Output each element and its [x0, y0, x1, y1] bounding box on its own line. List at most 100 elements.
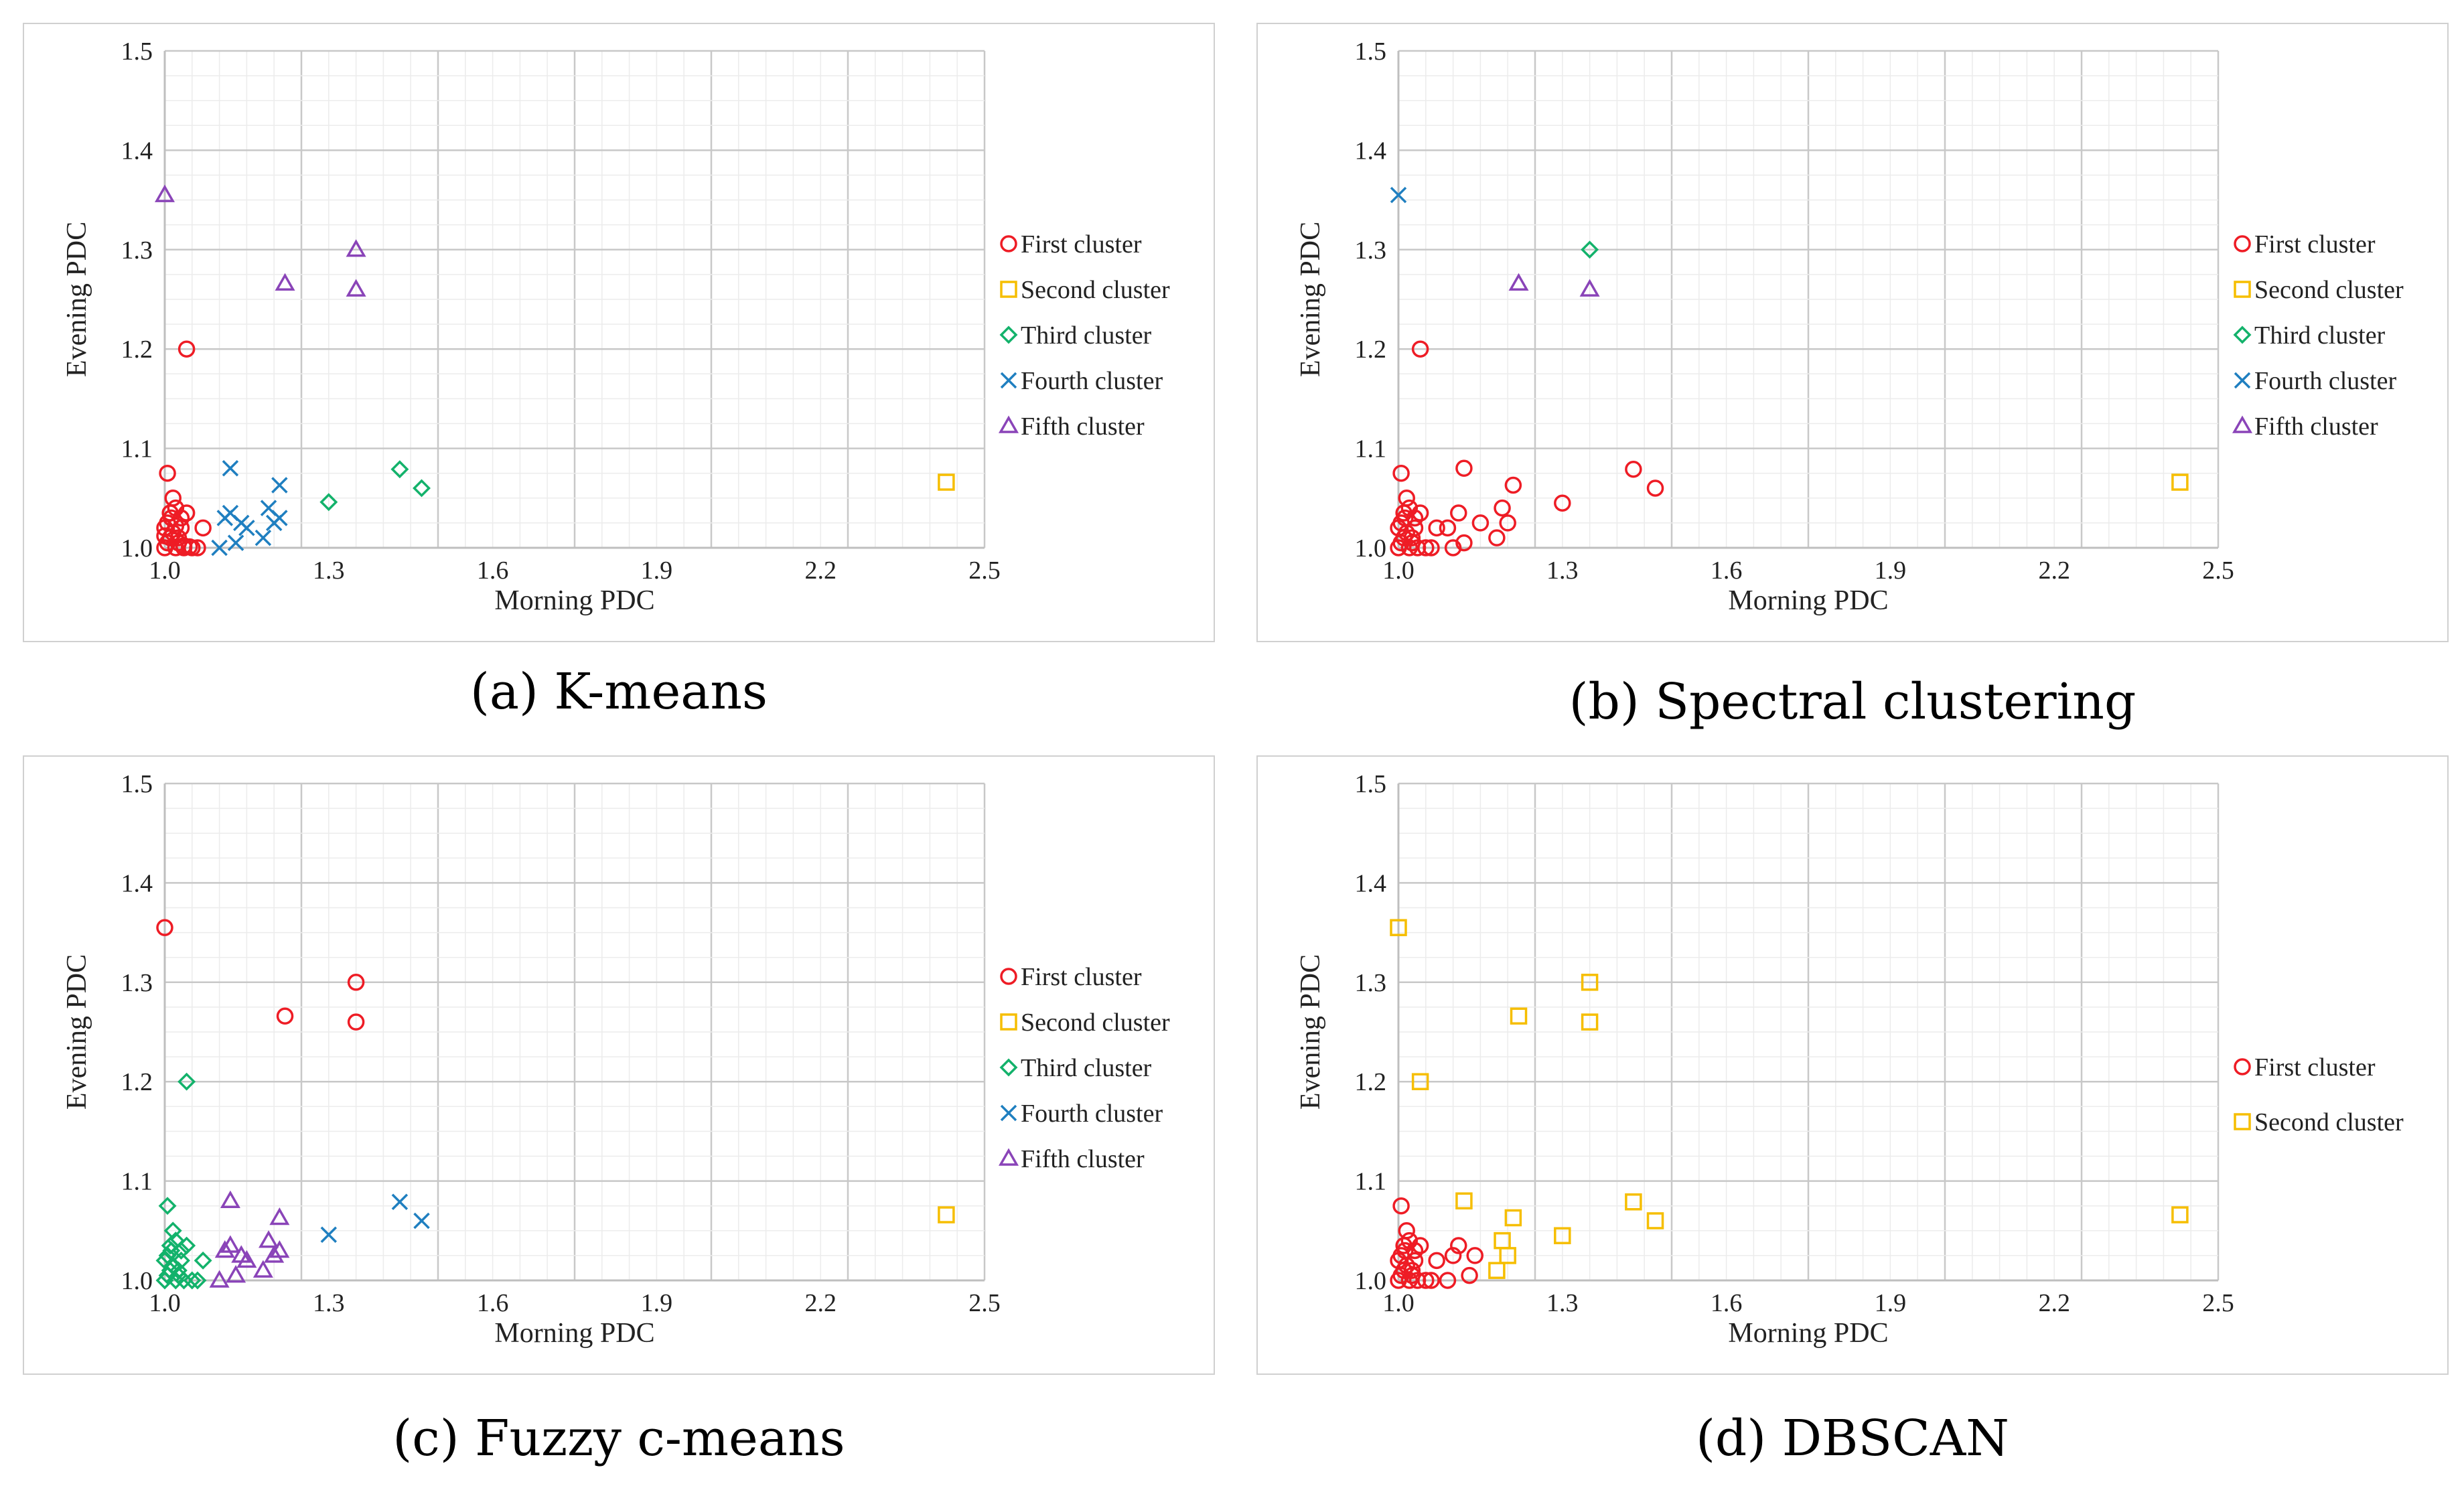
data-point [167, 499, 185, 517]
legend-marker-first-cluster [1000, 968, 1017, 985]
x-tick-label: 2.2 [804, 1289, 837, 1317]
x-tick-label: 2.2 [2038, 556, 2070, 585]
x-tick-label: 1.3 [1546, 556, 1579, 585]
y-axis-title: Evening PDC [62, 222, 92, 377]
series-first-cluster [156, 919, 365, 1031]
y-tick-label: 1.0 [121, 1267, 153, 1295]
x-tick-label: 1.6 [477, 556, 509, 585]
caption-b: (b) Spectral clustering [1569, 673, 2136, 731]
data-point [1646, 1212, 1664, 1230]
data-point [1411, 340, 1429, 358]
data-point [155, 1251, 174, 1270]
series-third-cluster [319, 460, 431, 512]
data-point [211, 539, 228, 556]
data-point [1439, 1272, 1457, 1289]
y-tick-label: 1.0 [1355, 534, 1387, 563]
series-second-cluster [1390, 919, 2189, 1279]
x-axis-title: Morning PDC [1728, 585, 1888, 616]
data-point [1466, 1247, 1483, 1264]
data-point [1411, 1237, 1429, 1254]
y-tick-label: 1.3 [121, 236, 153, 265]
data-point [177, 1072, 196, 1091]
chart-panel-c: 1.0 1.3 1.6 1.9 2.2 2.5 1.0 1.1 1.2 1.3 1.4 1.5 Morn… [23, 755, 1215, 1375]
x-tick-label: 2.5 [968, 1289, 1001, 1317]
series-second-cluster [2171, 473, 2189, 491]
data-point [1579, 279, 1600, 297]
data-point [1455, 459, 1473, 477]
legend-label-fifth-cluster: Fifth cluster [1021, 1145, 1145, 1173]
series-fourth-cluster [211, 460, 288, 556]
data-point [1411, 1073, 1429, 1090]
data-point [1488, 529, 1506, 546]
series-first-cluster [156, 340, 212, 556]
x-tick-label: 2.5 [968, 556, 1001, 585]
data-point [1403, 1262, 1421, 1279]
x-tick-label: 2.5 [2202, 556, 2234, 585]
data-point [259, 1230, 279, 1248]
data-point [347, 1013, 365, 1031]
data-point [156, 919, 173, 936]
data-point [177, 340, 196, 358]
data-point [1403, 529, 1421, 546]
legend-label-second-cluster: Second cluster [2254, 1108, 2404, 1136]
chart-frame [1256, 23, 2449, 642]
legend-label-second-cluster: Second cluster [2254, 276, 2404, 304]
data-point [347, 974, 365, 991]
legend-label-third-cluster: Third cluster [1021, 321, 1152, 350]
y-tick-label: 1.2 [1355, 1068, 1387, 1096]
series-fourth-cluster [320, 1193, 430, 1243]
data-point [1471, 514, 1490, 532]
data-point [319, 493, 338, 512]
legend-marker-third-cluster [2233, 325, 2252, 344]
data-point [1400, 499, 1419, 517]
legend-marker-fourth-cluster [1000, 1104, 1017, 1122]
legend: First cluster Second cluster Third cluster… [2232, 230, 2404, 441]
x-tick-label: 1.0 [1382, 1289, 1415, 1317]
x-tick-label: 1.6 [1711, 556, 1743, 585]
chart-panel-d: 1.0 1.3 1.6 1.9 2.2 2.5 1.0 1.1 1.2 1.3 1.4 1.5 Morn… [1256, 755, 2449, 1375]
data-point [163, 1221, 182, 1240]
caption-c: (c) Fuzzy c-means [392, 1410, 845, 1467]
data-point [1411, 504, 1429, 522]
y-axis-title: Evening PDC [1295, 954, 1326, 1110]
data-point [1398, 1256, 1415, 1274]
x-tick-label: 1.9 [641, 1289, 673, 1317]
data-point [1403, 534, 1421, 552]
data-point [1428, 1252, 1445, 1270]
data-point [1455, 1192, 1473, 1210]
x-axis-title: Morning PDC [494, 585, 654, 616]
legend-label-first-cluster: First cluster [1021, 963, 1142, 991]
y-tick-label: 1.1 [121, 1168, 153, 1196]
legend: First cluster Second cluster Third cluster… [998, 963, 1170, 1173]
data-point [226, 1265, 246, 1283]
data-point [271, 477, 288, 494]
x-tick-label: 2.2 [2038, 1289, 2070, 1317]
data-point [1510, 1007, 1528, 1025]
data-point [1444, 539, 1462, 556]
data-point [413, 1212, 430, 1230]
x-tick-label: 2.5 [2202, 1289, 2234, 1317]
data-point [1392, 464, 1410, 482]
gridlines [163, 50, 986, 549]
data-point [1400, 1232, 1419, 1250]
data-point [1406, 1242, 1424, 1260]
legend-label-third-cluster: Third cluster [2254, 321, 2386, 350]
data-point [209, 1270, 230, 1288]
legend-marker-fourth-cluster [2234, 372, 2251, 389]
data-point [2171, 1206, 2189, 1223]
data-point [1625, 461, 1642, 478]
series-fifth-cluster [1508, 273, 1600, 297]
x-tick-label: 1.3 [313, 556, 345, 585]
data-point [390, 460, 409, 479]
data-point [1398, 524, 1415, 542]
data-point [236, 1250, 257, 1268]
y-tick-label: 1.3 [1355, 969, 1387, 997]
y-tick-label: 1.2 [1355, 336, 1387, 364]
data-point [1581, 240, 1599, 259]
data-point [233, 514, 250, 532]
data-point [1450, 1237, 1467, 1254]
data-point [1508, 273, 1529, 291]
legend-label-fourth-cluster: Fourth cluster [2254, 367, 2396, 395]
data-point [194, 519, 212, 537]
x-tick-label: 1.3 [1546, 1289, 1579, 1317]
